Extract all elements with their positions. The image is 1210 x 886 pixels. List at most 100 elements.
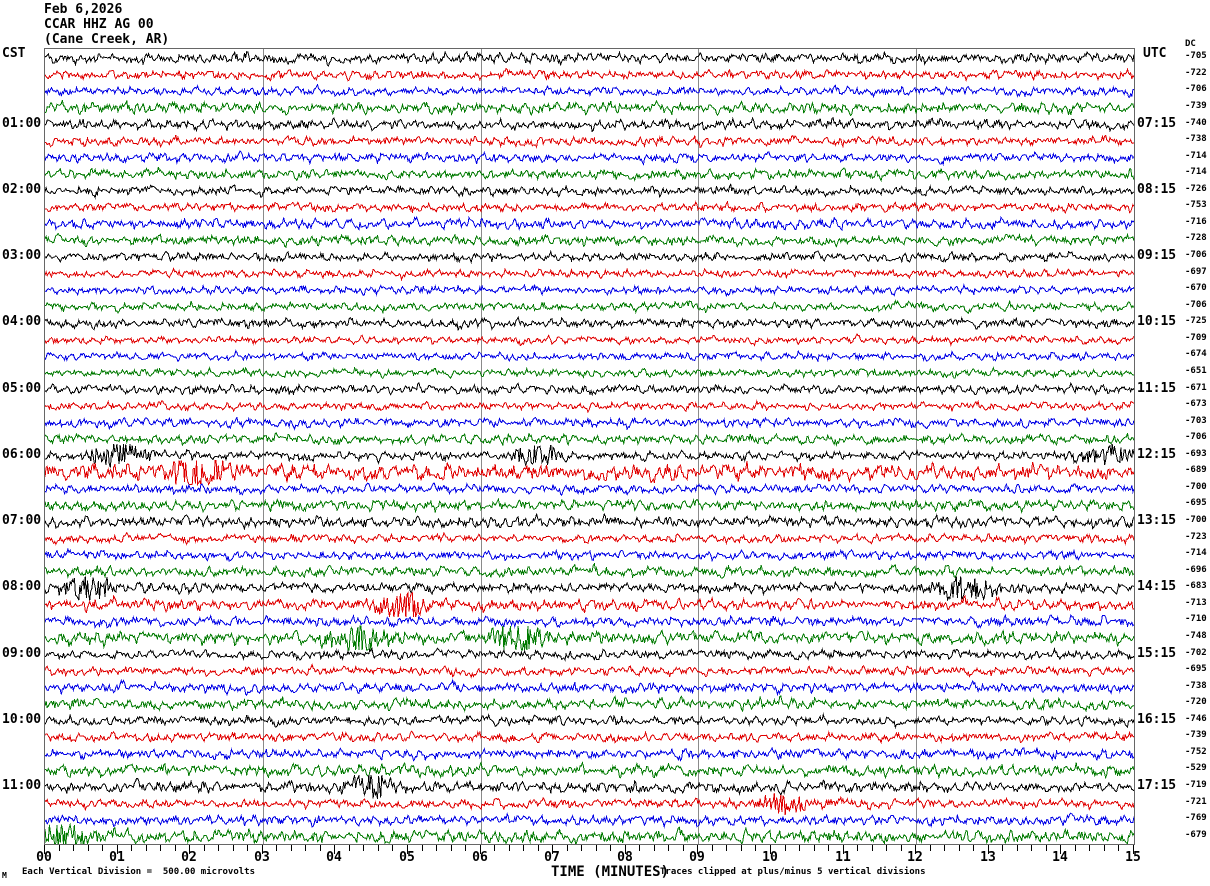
trace-05-45 bbox=[45, 432, 1134, 447]
trace-10-00 bbox=[45, 712, 1134, 730]
helicorder-plot[interactable] bbox=[44, 48, 1135, 845]
trace-00-15 bbox=[45, 67, 1134, 82]
dc-value-row-36: -702 bbox=[1185, 647, 1207, 658]
minor-tick bbox=[799, 845, 800, 851]
header-location: (Cane Creek, AR) bbox=[44, 32, 170, 47]
trace-09-00 bbox=[45, 646, 1134, 662]
dc-value-row-32: -683 bbox=[1185, 581, 1207, 592]
dc-value-row-23: -706 bbox=[1185, 432, 1207, 443]
minor-tick bbox=[828, 845, 829, 851]
x-tick-label-12: 12 bbox=[907, 850, 923, 865]
minor-tick bbox=[741, 845, 742, 851]
minor-tick bbox=[944, 845, 945, 851]
dc-value-row-47: -679 bbox=[1185, 829, 1207, 840]
x-tick-label-11: 11 bbox=[835, 850, 851, 865]
x-tick-label-03: 03 bbox=[254, 850, 270, 865]
major-tick-14 bbox=[1060, 845, 1061, 854]
dc-value-row-27: -695 bbox=[1185, 498, 1207, 509]
minor-tick bbox=[886, 845, 887, 851]
dc-value-row-1: -722 bbox=[1185, 67, 1207, 78]
x-tick-label-08: 08 bbox=[617, 850, 633, 865]
trace-03-15 bbox=[45, 266, 1134, 282]
trace-06-00 bbox=[45, 443, 1134, 468]
major-tick-02 bbox=[189, 845, 190, 854]
major-tick-08 bbox=[625, 845, 626, 854]
trace-11-45 bbox=[45, 822, 1134, 844]
minor-tick bbox=[726, 845, 727, 851]
major-tick-04 bbox=[334, 845, 335, 854]
dc-value-row-42: -752 bbox=[1185, 746, 1207, 757]
dc-value-row-20: -671 bbox=[1185, 382, 1207, 393]
minor-tick bbox=[465, 845, 466, 851]
trace-09-15 bbox=[45, 662, 1134, 679]
dc-value-row-4: -740 bbox=[1185, 117, 1207, 128]
major-tick-06 bbox=[480, 845, 481, 854]
dc-value-row-25: -689 bbox=[1185, 465, 1207, 476]
left-axis-label-cst: CST bbox=[2, 46, 26, 61]
trace-03-00 bbox=[45, 249, 1134, 264]
dc-value-row-14: -670 bbox=[1185, 283, 1207, 294]
major-tick-13 bbox=[988, 845, 989, 854]
trace-06-30 bbox=[45, 482, 1134, 497]
cst-time-label-11-00: 11:00 bbox=[2, 778, 42, 794]
seismic-traces bbox=[45, 49, 1134, 844]
minor-tick bbox=[1118, 845, 1119, 851]
dc-value-row-33: -713 bbox=[1185, 597, 1207, 608]
trace-08-00 bbox=[45, 576, 1134, 602]
minor-tick bbox=[131, 845, 132, 851]
minor-tick bbox=[930, 845, 931, 851]
trace-01-45 bbox=[45, 166, 1134, 183]
x-axis-ticks bbox=[44, 845, 1135, 855]
minor-tick bbox=[901, 845, 902, 851]
dc-value-row-22: -703 bbox=[1185, 415, 1207, 426]
minor-tick bbox=[639, 845, 640, 851]
dc-value-row-16: -725 bbox=[1185, 316, 1207, 327]
minor-tick bbox=[683, 845, 684, 851]
utc-time-label-17-15: 17:15 bbox=[1137, 778, 1177, 794]
minor-tick bbox=[349, 845, 350, 851]
dc-value-row-31: -696 bbox=[1185, 564, 1207, 575]
major-tick-01 bbox=[117, 845, 118, 854]
dc-value-row-10: -716 bbox=[1185, 216, 1207, 227]
cst-time-label-05-00: 05:00 bbox=[2, 380, 42, 396]
trace-11-00 bbox=[45, 774, 1134, 800]
dc-value-row-17: -709 bbox=[1185, 332, 1207, 343]
gridline-minute-3 bbox=[263, 49, 264, 844]
x-tick-label-01: 01 bbox=[109, 850, 125, 865]
chart-header: Feb 6,2026 CCAR HHZ AG 00 (Cane Creek, A… bbox=[44, 2, 169, 47]
gridline-minute-6 bbox=[481, 49, 482, 844]
minor-tick bbox=[276, 845, 277, 851]
minor-tick bbox=[755, 845, 756, 851]
minor-tick bbox=[581, 845, 582, 851]
major-tick-15 bbox=[1133, 845, 1134, 854]
trace-04-15 bbox=[45, 333, 1134, 347]
dc-value-row-45: -721 bbox=[1185, 796, 1207, 807]
cst-time-label-02-00: 02:00 bbox=[2, 181, 42, 197]
minor-tick bbox=[712, 845, 713, 851]
major-tick-11 bbox=[843, 845, 844, 854]
trace-01-30 bbox=[45, 150, 1134, 167]
gridline-minute-9 bbox=[698, 49, 699, 844]
minor-tick bbox=[204, 845, 205, 851]
minor-tick bbox=[596, 845, 597, 851]
utc-time-label-12-15: 12:15 bbox=[1137, 446, 1177, 462]
trace-03-45 bbox=[45, 299, 1134, 315]
minor-tick bbox=[160, 845, 161, 851]
minor-tick bbox=[814, 845, 815, 851]
dc-value-row-37: -695 bbox=[1185, 664, 1207, 675]
cst-time-label-07-00: 07:00 bbox=[2, 513, 42, 529]
utc-time-label-13-15: 13:15 bbox=[1137, 513, 1177, 529]
trace-05-30 bbox=[45, 416, 1134, 431]
dc-value-row-18: -674 bbox=[1185, 349, 1207, 360]
trace-05-15 bbox=[45, 399, 1134, 414]
x-tick-label-14: 14 bbox=[1052, 850, 1068, 865]
utc-time-label-07-15: 07:15 bbox=[1137, 115, 1177, 131]
gridline-minute-12 bbox=[916, 49, 917, 844]
minor-tick bbox=[610, 845, 611, 851]
dc-value-row-9: -753 bbox=[1185, 200, 1207, 211]
dc-value-row-34: -710 bbox=[1185, 614, 1207, 625]
utc-time-label-10-15: 10:15 bbox=[1137, 314, 1177, 330]
minor-tick bbox=[247, 845, 248, 851]
major-tick-00 bbox=[44, 845, 45, 854]
minor-tick bbox=[959, 845, 960, 851]
